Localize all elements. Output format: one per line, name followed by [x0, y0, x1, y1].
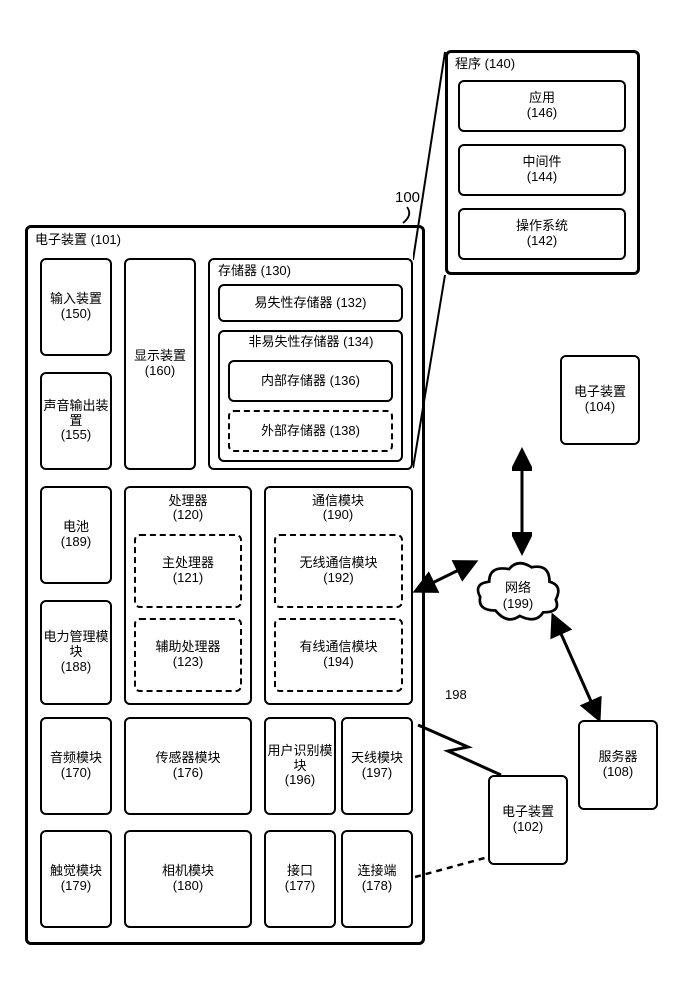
input-box: 输入装置(150): [40, 258, 112, 356]
dev104-box: 电子装置(104): [560, 355, 640, 445]
processor-aux: 辅助处理器(123): [134, 618, 242, 692]
display-box: 显示装置(160): [124, 258, 196, 470]
comm-wired: 有线通信模块(194): [274, 618, 403, 692]
figure-ref-arrow: [395, 205, 415, 225]
processor-main: 主处理器(121): [134, 534, 242, 608]
main-device-title: 电子装置 (101): [35, 233, 121, 247]
comm-wireless: 无线通信模块(192): [274, 534, 403, 608]
battery-box: 电池(189): [40, 486, 112, 584]
projection-lines: [413, 50, 448, 475]
ref-198: 198: [445, 688, 467, 702]
sim-box: 用户识别模块(196): [264, 717, 336, 815]
conn-box: 连接端(178): [341, 830, 413, 928]
program-os: 操作系统(142): [458, 208, 626, 260]
memory-title: 存储器 (130): [218, 264, 291, 278]
memory-nonvolatile-title: 非易失性存储器 (134): [225, 335, 397, 349]
program-middleware: 中间件(144): [458, 144, 626, 196]
arrow-cloud-104: [512, 445, 532, 560]
server-box: 服务器(108): [578, 720, 658, 810]
interface-box: 接口(177): [264, 830, 336, 928]
camera-box: 相机模块(180): [124, 830, 252, 928]
power-box: 电力管理模块(188): [40, 600, 112, 705]
antenna-box: 天线模块(197): [341, 717, 413, 815]
arrow-cloud-108: [548, 612, 608, 727]
sensor-box: 传感器模块(176): [124, 717, 252, 815]
comm-title: 通信模块(190): [268, 494, 408, 523]
memory-external: 外部存储器 (138): [228, 410, 393, 452]
dev102-box: 电子装置(102): [488, 775, 568, 865]
audio-box: 音频模块(170): [40, 717, 112, 815]
processor-title: 处理器(120): [128, 494, 248, 523]
memory-internal: 内部存储器 (136): [228, 360, 393, 402]
program-app: 应用(146): [458, 80, 626, 132]
haptic-box: 触觉模块(179): [40, 830, 112, 928]
arrow-comm-cloud: [413, 545, 483, 605]
program-title: 程序 (140): [455, 57, 515, 71]
memory-volatile: 易失性存储器 (132): [218, 284, 403, 322]
audio-out-box: 声音输出装置(155): [40, 372, 112, 470]
